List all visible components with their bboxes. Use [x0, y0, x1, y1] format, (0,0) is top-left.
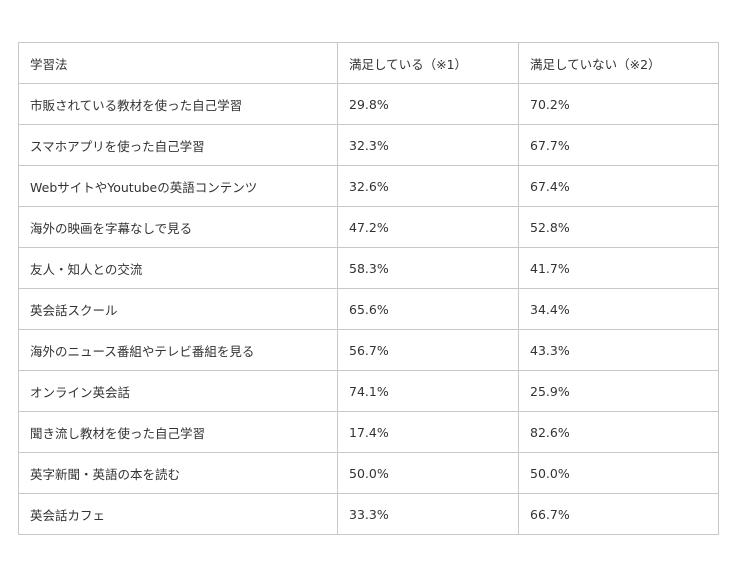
not-satisfied-cell: 82.6%: [518, 411, 719, 453]
satisfied-cell: 32.3%: [337, 124, 519, 166]
not-satisfied-cell: 52.8%: [518, 206, 719, 248]
method-cell: スマホアプリを使った自己学習: [18, 124, 338, 166]
satisfied-cell: 58.3%: [337, 247, 519, 289]
table-row: 市販されている教材を使った自己学習 29.8% 70.2%: [18, 83, 719, 125]
not-satisfied-cell: 50.0%: [518, 452, 719, 494]
table-row: 海外のニュース番組やテレビ番組を見る 56.7% 43.3%: [18, 329, 719, 371]
satisfied-cell: 33.3%: [337, 493, 519, 535]
method-cell: 市販されている教材を使った自己学習: [18, 83, 338, 125]
not-satisfied-cell: 43.3%: [518, 329, 719, 371]
table-row: WebサイトやYoutubeの英語コンテンツ 32.6% 67.4%: [18, 165, 719, 207]
header-not-satisfied: 満足していない（※2）: [518, 42, 719, 84]
header-satisfied: 満足している（※1）: [337, 42, 519, 84]
method-cell: 英会話スクール: [18, 288, 338, 330]
method-cell: 友人・知人との交流: [18, 247, 338, 289]
satisfaction-table-container: 学習法 満足している（※1） 満足していない（※2） 市販されている教材を使った…: [18, 42, 719, 535]
not-satisfied-cell: 34.4%: [518, 288, 719, 330]
satisfied-cell: 74.1%: [337, 370, 519, 412]
method-cell: 英字新聞・英語の本を読む: [18, 452, 338, 494]
not-satisfied-cell: 41.7%: [518, 247, 719, 289]
table-row: 海外の映画を字幕なしで見る 47.2% 52.8%: [18, 206, 719, 248]
not-satisfied-cell: 67.4%: [518, 165, 719, 207]
method-cell: 海外の映画を字幕なしで見る: [18, 206, 338, 248]
header-method: 学習法: [18, 42, 338, 84]
satisfied-cell: 29.8%: [337, 83, 519, 125]
method-cell: 英会話カフェ: [18, 493, 338, 535]
not-satisfied-cell: 67.7%: [518, 124, 719, 166]
not-satisfied-cell: 70.2%: [518, 83, 719, 125]
not-satisfied-cell: 25.9%: [518, 370, 719, 412]
satisfied-cell: 65.6%: [337, 288, 519, 330]
method-cell: 聞き流し教材を使った自己学習: [18, 411, 338, 453]
satisfied-cell: 32.6%: [337, 165, 519, 207]
table-row: 聞き流し教材を使った自己学習 17.4% 82.6%: [18, 411, 719, 453]
not-satisfied-cell: 66.7%: [518, 493, 719, 535]
satisfied-cell: 17.4%: [337, 411, 519, 453]
table-row: 英字新聞・英語の本を読む 50.0% 50.0%: [18, 452, 719, 494]
table-row: 英会話スクール 65.6% 34.4%: [18, 288, 719, 330]
table-header-row: 学習法 満足している（※1） 満足していない（※2）: [18, 42, 719, 84]
table-row: 英会話カフェ 33.3% 66.7%: [18, 493, 719, 535]
method-cell: WebサイトやYoutubeの英語コンテンツ: [18, 165, 338, 207]
satisfaction-table: 学習法 満足している（※1） 満足していない（※2） 市販されている教材を使った…: [18, 42, 719, 535]
satisfied-cell: 56.7%: [337, 329, 519, 371]
table-row: スマホアプリを使った自己学習 32.3% 67.7%: [18, 124, 719, 166]
table-row: オンライン英会話 74.1% 25.9%: [18, 370, 719, 412]
satisfied-cell: 50.0%: [337, 452, 519, 494]
satisfied-cell: 47.2%: [337, 206, 519, 248]
method-cell: 海外のニュース番組やテレビ番組を見る: [18, 329, 338, 371]
method-cell: オンライン英会話: [18, 370, 338, 412]
table-row: 友人・知人との交流 58.3% 41.7%: [18, 247, 719, 289]
